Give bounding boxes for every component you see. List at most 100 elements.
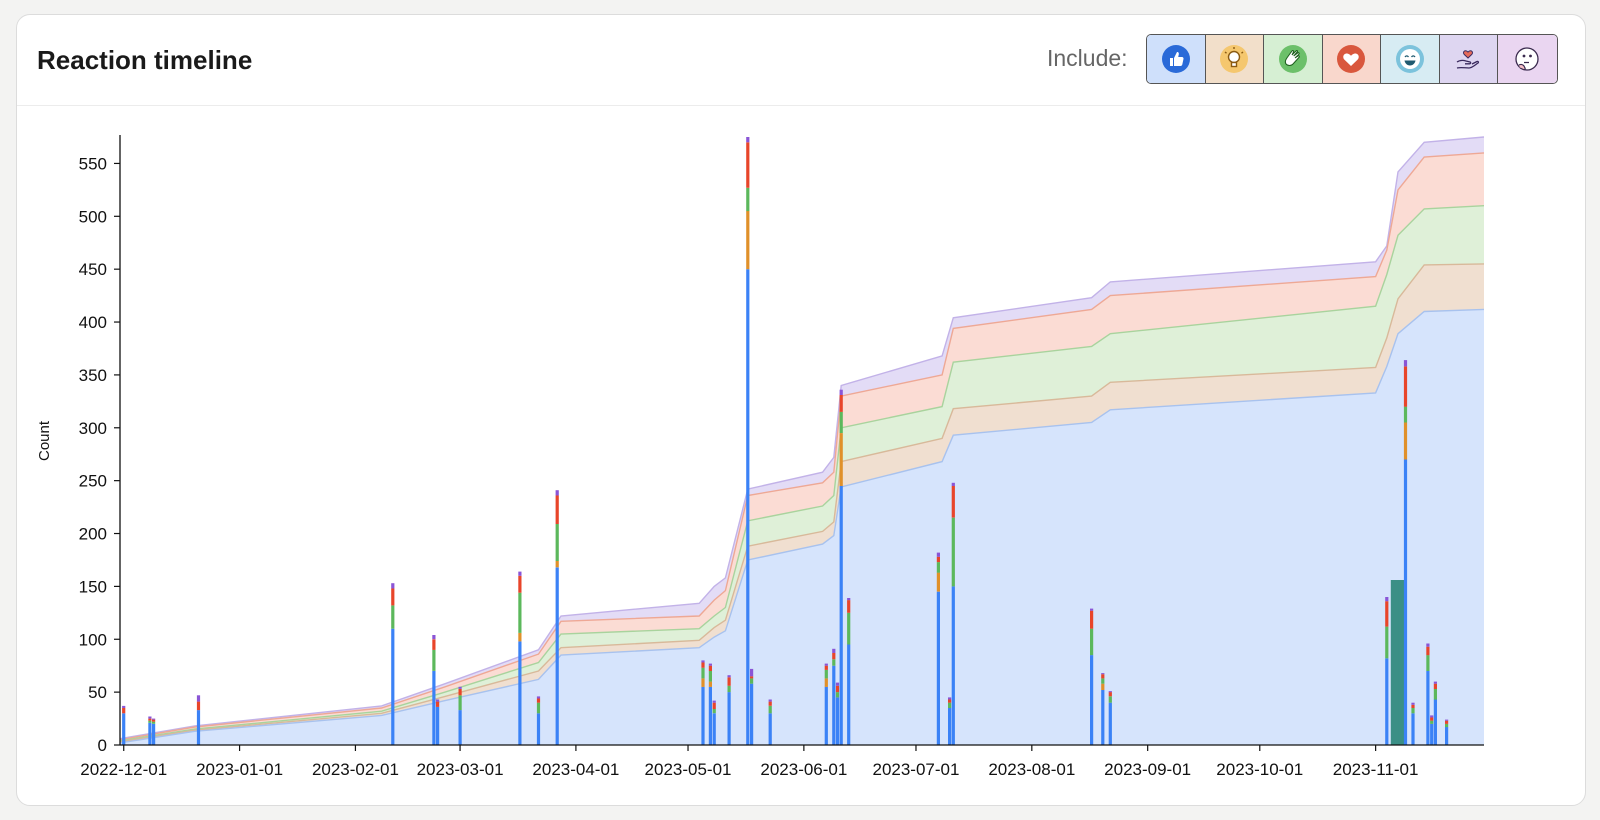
bar-segment-celebrate: [555, 524, 559, 561]
bar-segment-insightful: [746, 211, 750, 270]
bar-segment-like: [391, 628, 395, 745]
insightful-area: [120, 263, 1484, 743]
bar-segment-like: [196, 710, 201, 745]
bar-segment-like: [555, 567, 559, 745]
bar-segment-celebrate: [839, 411, 843, 433]
bar-segment-support: [196, 695, 201, 702]
filter-heart[interactable]: [1322, 35, 1381, 83]
bar-segment-celebrate: [936, 562, 940, 573]
bar-segment-support: [847, 598, 851, 601]
bar-segment-support: [835, 682, 840, 686]
bar-segment-support: [1090, 608, 1094, 611]
x-tick-label: 2023-03-01: [417, 760, 504, 779]
bar-segment-like: [1090, 655, 1094, 745]
bar-segment-support: [436, 699, 440, 702]
bar-segment-insightful: [555, 561, 559, 568]
bar-segment-support: [824, 663, 828, 666]
bar-segment-love: [847, 600, 851, 613]
bar-segment-support: [1445, 719, 1449, 721]
bar-segment-like: [518, 641, 522, 745]
bar-segment-celebrate: [458, 695, 462, 711]
bar-segment-like: [839, 485, 843, 745]
filter-laughing[interactable]: [1381, 35, 1440, 83]
bar-segment-love: [518, 575, 522, 593]
bar-segment-insightful: [1403, 422, 1408, 460]
x-tick-label: 2023-08-01: [988, 760, 1075, 779]
bar-segment-funny: [1390, 580, 1398, 745]
y-tick-label: 0: [98, 736, 107, 755]
bar-segment-celebrate: [1433, 689, 1437, 700]
filter-heart-hand[interactable]: [1439, 35, 1498, 83]
bar-segment-like: [1445, 727, 1449, 745]
bar-segment-love: [1411, 704, 1415, 708]
bar-segment-love: [712, 702, 716, 709]
x-tick-label: 2023-04-01: [532, 760, 619, 779]
thinking-face-icon: [1512, 44, 1542, 74]
bar-segment-love: [936, 556, 940, 563]
y-tick-label: 450: [79, 260, 107, 279]
bar-segment-insightful: [1101, 683, 1105, 690]
bar-segment-like: [1433, 699, 1437, 745]
bar-segment-support: [832, 648, 836, 653]
bar-segment-love: [835, 685, 840, 693]
bar-segment-love: [436, 701, 440, 707]
bar-segment-like: [436, 706, 440, 745]
card-title: Reaction timeline: [37, 45, 253, 75]
bar-segment-celebrate: [1385, 626, 1389, 659]
bar-segment-like: [148, 722, 152, 745]
bar-segment-love: [536, 698, 541, 703]
bar-segment-celebrate: [750, 678, 754, 684]
bar-segment-support: [936, 552, 940, 557]
bar-segment-love: [1090, 610, 1094, 629]
bar-segment-love: [458, 689, 462, 696]
bar-segment-like: [1101, 690, 1105, 745]
bar-segment-love: [1426, 646, 1430, 656]
x-tick-label: 2023-11-01: [1333, 760, 1419, 779]
filter-thumbs-up[interactable]: [1147, 35, 1206, 83]
bar-segment-support: [708, 663, 712, 666]
bar-segment-like: [458, 710, 462, 745]
y-tick-label: 100: [79, 630, 107, 649]
bar-segment-support: [1430, 715, 1434, 718]
bar-segment-celebrate: [1445, 723, 1449, 728]
reaction-timeline-card: Reaction timeline Include: 0 50 100 150 200 2…: [16, 14, 1586, 806]
bar-segment-insightful: [518, 632, 522, 642]
bar-segment-like: [768, 713, 772, 745]
bar-segment-celebrate: [148, 720, 152, 723]
bar-segment-love: [432, 639, 436, 650]
bar-segment-like: [701, 686, 705, 745]
bar-segment-love: [701, 662, 705, 668]
bar-segment-support: [458, 686, 462, 689]
bar-segment-love: [1445, 720, 1449, 724]
bar-segment-support: [1433, 681, 1437, 684]
x-tick-label: 2023-01-01: [196, 760, 283, 779]
bar-segment-love: [1430, 717, 1434, 721]
filter-lightbulb[interactable]: [1205, 35, 1264, 83]
bar-segment-love: [196, 701, 201, 711]
bar-segment-insightful: [839, 433, 843, 486]
daily-bars: [122, 137, 1449, 745]
bar-segment-support: [951, 482, 955, 486]
bar-segment-support: [152, 718, 156, 720]
bar-segment-celebrate: [824, 669, 828, 679]
bar-segment-support: [1108, 691, 1112, 693]
bar-segment-funny: [1398, 580, 1406, 745]
bar-segment-love: [1108, 692, 1112, 697]
bar-segment-support: [1411, 702, 1415, 705]
x-tick-label: 2023-09-01: [1104, 760, 1191, 779]
x-tick-label: 2023-06-01: [760, 760, 847, 779]
bar-segment-love: [708, 665, 712, 671]
support-area-edge: [119, 136, 1485, 740]
bar-segment-like: [1385, 658, 1389, 745]
bar-segment-love: [951, 485, 955, 518]
bar-segment-support: [839, 389, 843, 395]
filter-clapping[interactable]: [1264, 35, 1323, 83]
bar-segment-love: [122, 708, 126, 714]
filter-thinking[interactable]: [1498, 35, 1557, 83]
bar-segment-support: [148, 716, 152, 719]
bar-segment-support: [1385, 597, 1389, 602]
lightbulb-icon: [1219, 44, 1249, 74]
bar-segment-celebrate: [746, 187, 750, 212]
bar-segment-love: [1433, 683, 1437, 689]
bar-segment-like: [1108, 702, 1112, 745]
